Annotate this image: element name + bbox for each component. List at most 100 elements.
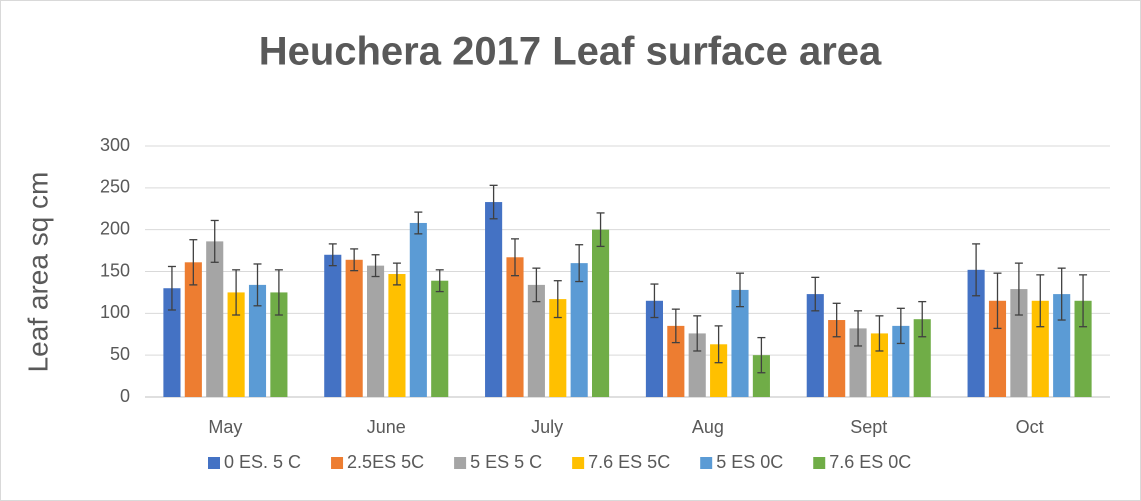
bar [431,280,449,397]
legend-swatch [454,457,467,469]
bar [270,292,288,397]
error-bar [510,238,519,277]
error-bar [371,254,380,278]
bar [366,265,385,397]
error-bar [993,272,1002,330]
error-bar [167,265,176,311]
error-bar [811,276,820,312]
bar [710,344,728,397]
error-bar [435,269,444,293]
bar [592,229,610,397]
legend-label: 7.6 ES 5C [588,452,670,472]
y-tick-label: 200 [100,218,130,238]
error-bar [575,244,584,283]
bar [988,300,1007,397]
error-bar [553,280,562,319]
legend-label: 7.6 ES 0C [829,452,911,472]
legend-swatch [572,457,585,469]
legend-label: 0 ES. 5 C [224,452,301,472]
bar [527,284,545,397]
x-tick-label: Oct [1016,417,1044,437]
bar [388,274,406,397]
y-tick-label: 50 [110,344,130,364]
error-bar [650,283,659,319]
y-axis-label: Leaf area sq cm [22,172,53,373]
error-bar [414,211,423,235]
error-bar [253,263,262,307]
bar [645,300,663,397]
y-tick-label: 100 [100,302,130,322]
error-bar [918,300,927,338]
error-bar [854,310,863,347]
error-bar [736,272,745,308]
bar [806,294,824,397]
x-tick-label: May [208,417,242,437]
bar [870,333,889,397]
legend-swatch [331,457,344,469]
error-bar [972,243,981,297]
bar [409,222,427,397]
bar [206,241,224,397]
error-bar [596,212,605,248]
error-bar [1079,274,1088,328]
bar [667,325,685,397]
error-bar [232,269,241,316]
error-bar [350,248,359,272]
bar [731,289,749,397]
bar [828,320,846,397]
error-bar [714,325,723,364]
x-tick-label: July [531,417,563,437]
bar [913,319,931,397]
bar [549,299,567,397]
bar [570,263,588,397]
error-bar [671,308,680,344]
error-bar [274,269,283,316]
error-bar [328,243,337,267]
x-tick-label: Sept [850,417,887,437]
error-bar [832,302,841,338]
error-bar [1014,262,1023,316]
y-tick-label: 250 [100,177,130,197]
bar [345,259,363,397]
bar [1074,300,1092,397]
error-bar [392,262,401,286]
bar [849,328,867,397]
bar [892,325,910,397]
bar [248,284,267,397]
bar [184,262,202,397]
x-tick-label: Aug [692,417,724,437]
x-tick-label: June [367,417,406,437]
y-tick-label: 0 [120,386,130,406]
error-bar [210,219,219,263]
legend-label: 5 ES 5 C [470,452,542,472]
bar [163,288,181,397]
bar [1010,289,1028,397]
legend-swatch [700,457,713,469]
bar [1053,294,1071,397]
bar [688,333,706,397]
bar [324,254,342,397]
bar [1031,300,1049,397]
y-tick-label: 150 [100,260,130,280]
legend-label: 2.5ES 5C [347,452,424,472]
legend-label: 5 ES 0C [716,452,783,472]
legend-swatch [813,457,826,469]
chart-title: Heuchera 2017 Leaf surface area [259,30,882,74]
error-bar [189,239,198,286]
legend-swatch [208,457,220,469]
error-bar [1036,274,1045,328]
error-bar [875,315,884,352]
bar [485,202,503,397]
bar [752,355,770,397]
bar [227,292,245,397]
bar [967,269,985,397]
error-bar [532,267,541,303]
error-bar [1057,267,1066,321]
y-tick-label: 300 [100,135,130,155]
error-bar [489,184,498,220]
bar [506,257,524,397]
error-bar [896,307,905,345]
error-bar [757,336,766,374]
